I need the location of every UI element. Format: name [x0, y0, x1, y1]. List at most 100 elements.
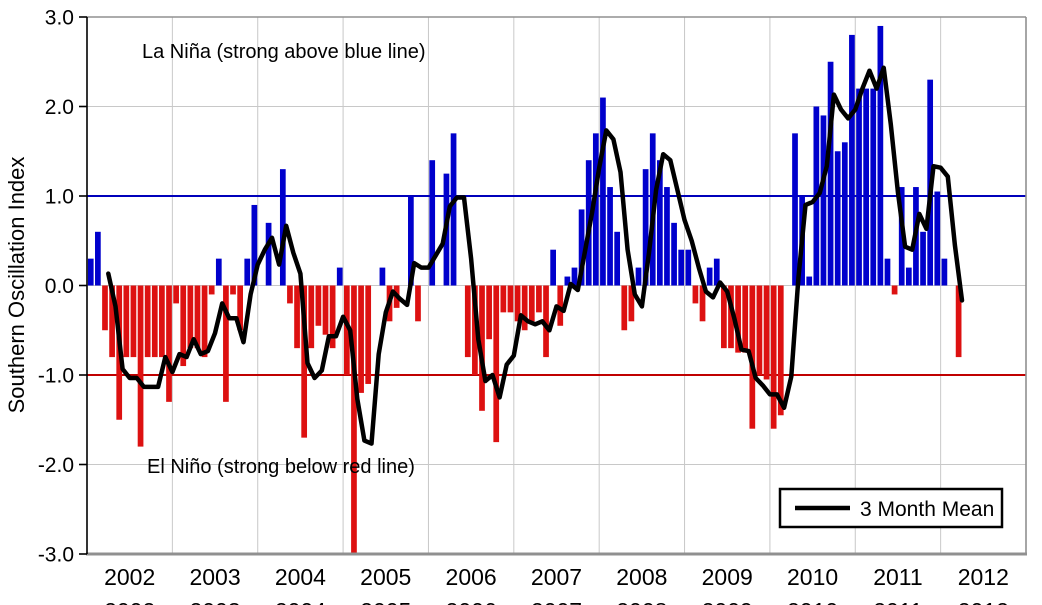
soi-bar-negative [137, 285, 144, 447]
x-tick-label: 2002 [104, 564, 155, 590]
soi-bar-positive [642, 169, 649, 286]
soi-bar-negative [543, 285, 549, 358]
soi-bar-negative [102, 285, 108, 331]
soi-bar-positive [251, 204, 258, 286]
soi-bar-positive [849, 34, 855, 286]
x-tick-label-cropped: 2008 [616, 598, 667, 605]
mean-line-path [106, 65, 965, 446]
soi-bar-positive [656, 160, 663, 286]
soi-bar-positive [713, 258, 720, 286]
soi-bar-negative [301, 285, 308, 438]
x-tick-label-cropped: 2003 [189, 598, 240, 605]
soi-bar-positive [215, 258, 222, 286]
soi-bar-negative [322, 285, 329, 335]
y-tick-label: -1.0 [38, 365, 74, 388]
soi-bar-positive [827, 61, 834, 286]
soi-bar-positive [877, 25, 884, 286]
soi-bar-positive [571, 267, 578, 286]
soi-bar-negative [415, 285, 421, 322]
soi-bar-positive [934, 191, 941, 286]
axis-tick-labels: 3.0 2.0 1.0 0.0 -1.0 -2.0 -3.0 2002 2002 2003 2003… [38, 7, 1009, 605]
soi-bar-negative [351, 285, 357, 554]
x-tick-label: 2009 [702, 564, 753, 590]
soi-bar-negative [777, 285, 784, 416]
soi-bar-positive [863, 88, 869, 286]
x-tick-label-cropped: 2011 [873, 598, 922, 605]
three-month-mean-line [106, 65, 965, 446]
x-tick-label: 2003 [189, 564, 240, 590]
soi-bar-negative [223, 285, 229, 402]
soi-bar-negative [287, 285, 293, 304]
x-tick-label: 2008 [616, 564, 667, 590]
threshold-lines [87, 195, 1026, 376]
soi-bar-negative [486, 285, 492, 340]
soi-bar-negative [521, 285, 528, 331]
y-axis-title: Southern Oscillation Index [4, 157, 29, 414]
x-tick-label: 2012 [958, 564, 1009, 590]
soi-bar-negative [742, 285, 749, 353]
soi-bar-negative [237, 285, 243, 331]
soi-bar-negative [315, 285, 322, 326]
x-tick-label: 2005 [360, 564, 411, 590]
legend: 3 Month Mean [778, 487, 1004, 529]
soi-bar-negative [891, 285, 898, 295]
soi-bar-negative [735, 285, 741, 353]
soi-bar-negative [343, 285, 350, 375]
soi-bar-negative [194, 285, 201, 349]
soi-bar-negative [955, 285, 962, 358]
soi-bar-negative [472, 285, 478, 375]
soi-bar-negative [109, 285, 115, 358]
soi-bar-positive [834, 151, 841, 286]
soi-bar-positive [941, 258, 948, 286]
soi-bar-positive [706, 267, 713, 286]
soi-bar-negative [464, 285, 471, 358]
soi-bar-negative [507, 285, 514, 313]
soi-bar-negative [159, 285, 165, 358]
la-nina-annotation: La Niña (strong above blue line) [142, 41, 426, 63]
x-tick-label-cropped: 2009 [702, 598, 753, 605]
y-tick-label: -3.0 [38, 544, 74, 567]
soi-bar-positive [841, 142, 848, 286]
soi-bar-positive [671, 222, 677, 286]
x-tick-label-cropped: 2012 [958, 598, 1009, 605]
soi-bar-positive [607, 187, 613, 286]
soi-bar-positive [685, 249, 692, 286]
x-tick-label-cropped: 2010 [787, 598, 838, 605]
soi-bar-negative [721, 285, 727, 349]
soi-bar-negative [201, 285, 208, 358]
x-tick-label-cropped: 2005 [360, 598, 411, 605]
soi-bar-positive [678, 249, 685, 286]
soi-bar-positive [95, 231, 101, 286]
soi-bar-negative [144, 285, 151, 358]
soi-bar-negative [180, 285, 187, 367]
soi-bar-negative [756, 285, 763, 375]
soi-bar-positive [905, 267, 912, 286]
soi-bar-negative [123, 285, 130, 358]
soi-bar-negative [692, 285, 699, 304]
soi-bar-negative [294, 285, 300, 349]
axis-ticks [79, 16, 87, 555]
soi-bar-negative [528, 285, 535, 322]
x-tick-label: 2007 [531, 564, 582, 590]
soi-bar-negative [187, 285, 194, 349]
soi-bar-negative [500, 285, 507, 313]
soi-bar-positive [379, 267, 386, 286]
soi-bar-negative [536, 285, 542, 313]
gridlines [87, 17, 1026, 554]
y-tick-label: 1.0 [45, 186, 74, 209]
soi-bar-negative [628, 285, 635, 322]
soi-bar-negative [365, 285, 372, 384]
soi-bar-negative [173, 285, 179, 304]
soi-bar-positive [429, 160, 436, 286]
soi-bar-positive [635, 267, 642, 286]
soi-bar-positive [336, 267, 343, 286]
x-tick-label: 2006 [446, 564, 497, 590]
soi-bar-positive [792, 133, 798, 286]
monthly-soi-bars [87, 25, 962, 554]
soi-bar-positive [87, 258, 94, 286]
soi-bar-positive [578, 209, 585, 286]
soi-bar-negative [151, 285, 158, 358]
soi-bar-negative [308, 285, 315, 349]
soi-bar-positive [592, 133, 599, 286]
